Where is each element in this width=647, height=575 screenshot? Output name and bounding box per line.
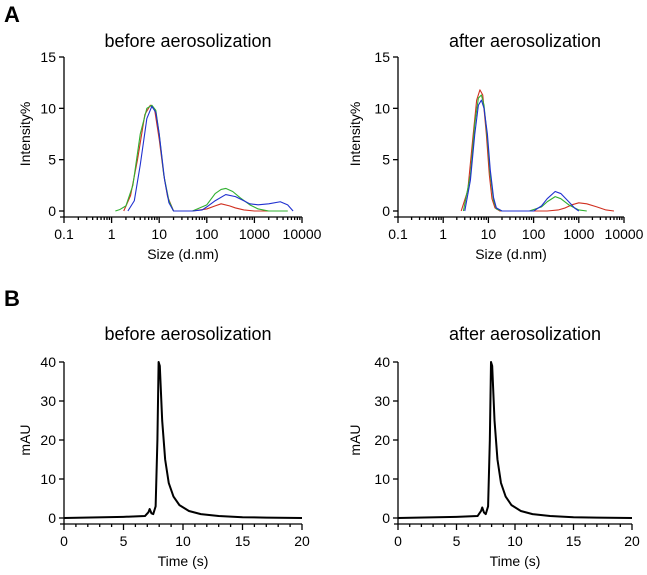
x-tick-label: 10 xyxy=(151,226,167,242)
y-tick-label: 40 xyxy=(374,354,390,370)
series-line-trace xyxy=(397,361,633,519)
x-tick-label: 100 xyxy=(195,226,219,242)
y-tick-label: 20 xyxy=(374,432,390,448)
chart-1: before aerosolization 0 5 10 15 0.1 1 10 100 1000… xyxy=(17,31,322,262)
x-axis-label: Time (s) xyxy=(490,553,541,569)
chart-4: after aerosolization 0 10 20 30 40 0 5 10 15 20 Tim… xyxy=(347,324,640,569)
x-tick-label: 1000 xyxy=(239,226,270,242)
y-axis-label: Intensity% xyxy=(347,102,363,167)
panel-label-a: A xyxy=(4,2,20,27)
y-tick-label: 10 xyxy=(374,471,390,487)
x-tick-label: 0.1 xyxy=(388,226,408,242)
chart-title: before aerosolization xyxy=(104,324,271,344)
x-tick-label: 1000 xyxy=(563,226,594,242)
x-tick-label: 0.1 xyxy=(54,226,74,242)
y-tick-label: 15 xyxy=(374,49,390,65)
panel-label-b: B xyxy=(4,286,20,311)
x-tick-label: 5 xyxy=(120,533,128,549)
series-line-red xyxy=(123,104,288,212)
series-line-blue xyxy=(127,105,294,212)
y-tick-label: 15 xyxy=(40,49,56,65)
x-tick-label: 1 xyxy=(439,226,447,242)
y-tick-label: 5 xyxy=(382,152,390,168)
series-line-red xyxy=(460,89,615,212)
y-tick-label: 30 xyxy=(40,393,56,409)
y-tick-label: 10 xyxy=(40,471,56,487)
x-tick-label: 20 xyxy=(294,533,310,549)
series-line-trace xyxy=(63,361,303,519)
chart-title: after aerosolization xyxy=(449,31,601,51)
x-tick-label: 10 xyxy=(507,533,523,549)
x-tick-label: 15 xyxy=(235,533,251,549)
y-tick-label: 0 xyxy=(48,203,56,219)
x-tick-label: 10 xyxy=(481,226,497,242)
chart-title: before aerosolization xyxy=(104,31,271,51)
y-tick-label: 30 xyxy=(374,393,390,409)
x-axis-label: Size (d.nm) xyxy=(147,246,219,262)
y-tick-label: 0 xyxy=(48,510,56,526)
x-tick-label: 10 xyxy=(175,533,191,549)
y-axis-label: Intensity% xyxy=(17,102,33,167)
y-tick-label: 40 xyxy=(40,354,56,370)
x-tick-label: 100 xyxy=(522,226,546,242)
x-tick-label: 10000 xyxy=(605,226,644,242)
chart-3: before aerosolization 0 10 20 30 40 0 5 10 15 20 Ti… xyxy=(17,324,310,569)
x-tick-label: 20 xyxy=(624,533,640,549)
y-tick-label: 10 xyxy=(374,100,390,116)
series-line-green xyxy=(462,94,587,212)
x-tick-label: 10000 xyxy=(283,226,322,242)
x-axis-label: Size (d.nm) xyxy=(475,246,547,262)
y-tick-label: 10 xyxy=(40,100,56,116)
x-tick-label: 5 xyxy=(453,533,461,549)
y-axis-label: mAU xyxy=(17,424,33,455)
y-tick-label: 5 xyxy=(48,152,56,168)
y-tick-label: 20 xyxy=(40,432,56,448)
series-line-blue xyxy=(464,99,580,212)
x-tick-label: 1 xyxy=(108,226,116,242)
y-tick-label: 0 xyxy=(382,510,390,526)
x-tick-label: 0 xyxy=(60,533,68,549)
x-axis-label: Time (s) xyxy=(158,553,209,569)
y-axis-label: mAU xyxy=(347,424,363,455)
chart-2: after aerosolization 0 5 10 15 0.1 1 10 100 1000 1… xyxy=(347,31,644,262)
x-tick-label: 15 xyxy=(566,533,582,549)
y-tick-label: 0 xyxy=(382,203,390,219)
chart-title: after aerosolization xyxy=(449,324,601,344)
x-tick-label: 0 xyxy=(394,533,402,549)
